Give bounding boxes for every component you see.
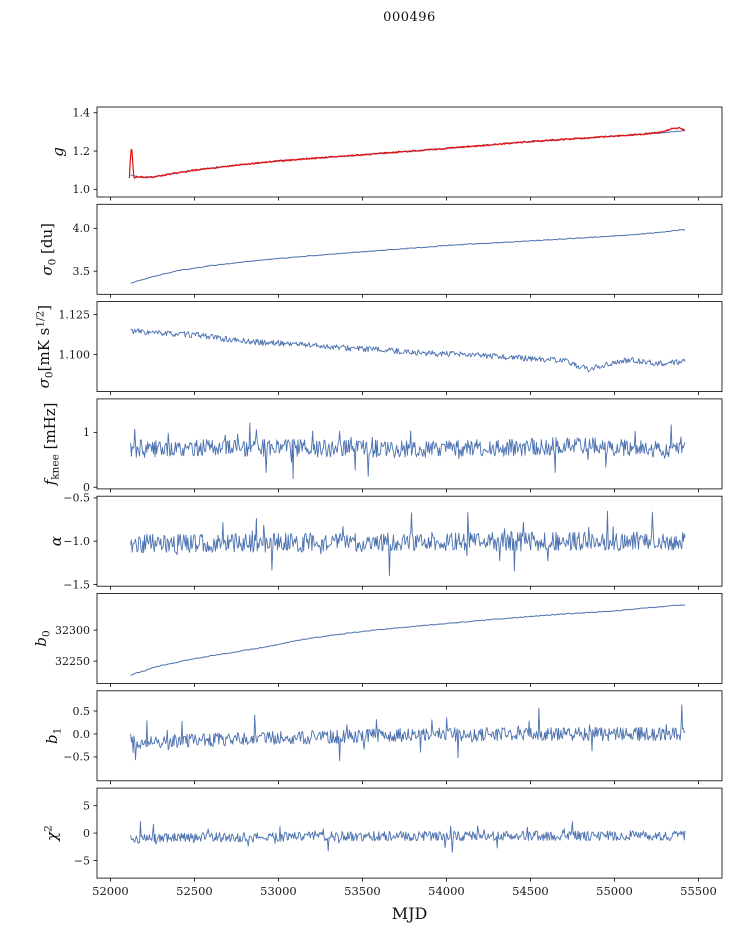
y-tick-label: −0.5 bbox=[63, 751, 90, 764]
series-alpha bbox=[130, 510, 686, 577]
y-tick-label: 5 bbox=[83, 799, 90, 812]
y-tick-label: 0.0 bbox=[73, 728, 91, 741]
y-axis-label-b0: b0 bbox=[32, 630, 53, 646]
subplot-g: 1.0 1.2 1.4 g bbox=[49, 106, 723, 201]
y-tick-label: 1.4 bbox=[73, 107, 91, 120]
axes-frame bbox=[96, 301, 723, 393]
y-axis-label-sigma0-du: σ0 [du] bbox=[38, 223, 59, 276]
y-axis-label-b1: b1 bbox=[43, 728, 64, 744]
series-sigma0-du bbox=[130, 229, 686, 284]
y-tick-label: 3.5 bbox=[73, 265, 91, 278]
series-chi2 bbox=[130, 820, 686, 853]
series-b0 bbox=[130, 604, 686, 676]
y-tick-label: 32300 bbox=[55, 624, 90, 637]
x-tick-label: 55000 bbox=[596, 884, 633, 898]
x-tick-label: 54000 bbox=[428, 884, 465, 898]
subplot-chi2: −5 0 5 χ2 52000 52500 53000 53500 54000 54500 5500… bbox=[43, 787, 723, 923]
figure-title: 000496 bbox=[383, 10, 436, 25]
y-tick-label: 1.2 bbox=[73, 145, 91, 158]
x-tick-label: 52500 bbox=[176, 884, 213, 898]
y-axis-label-sigma0-mk: σ0[mK s1/2] bbox=[35, 305, 56, 388]
y-axis-label-fknee: fknee [mHz] bbox=[41, 402, 62, 486]
y-axis-label-chi2: χ2 bbox=[43, 825, 62, 842]
series-b1 bbox=[130, 704, 686, 762]
axes-frame bbox=[96, 398, 723, 490]
y-tick-label: 0 bbox=[83, 827, 90, 840]
subplot-sigma0-du: 3.5 4.0 σ0 [du] bbox=[38, 203, 723, 298]
series-fknee bbox=[130, 422, 686, 480]
y-tick-label: 1 bbox=[83, 426, 90, 439]
y-tick-label: 1.100 bbox=[59, 348, 91, 361]
y-tick-label: −0.5 bbox=[63, 492, 90, 505]
y-tick-label: 1.0 bbox=[73, 183, 91, 196]
y-tick-label: 32250 bbox=[55, 655, 90, 668]
axes-frame bbox=[96, 203, 723, 295]
y-tick-label: −1.5 bbox=[63, 578, 90, 591]
axes-frame bbox=[96, 106, 723, 198]
y-tick-label: 0.5 bbox=[73, 705, 91, 718]
series-g-fit bbox=[130, 130, 686, 178]
y-axis-label-alpha: α bbox=[47, 536, 65, 546]
subplot-b1: −0.5 0.0 0.5 b1 bbox=[43, 690, 723, 785]
axes-frame bbox=[96, 593, 723, 684]
y-tick-label: 0 bbox=[83, 481, 90, 494]
y-tick-label: 4.0 bbox=[73, 222, 91, 235]
series-g-data bbox=[128, 126, 686, 179]
x-axis-label: MJD bbox=[392, 904, 428, 923]
series-sigma0-mk bbox=[130, 328, 686, 373]
y-axis-label-g: g bbox=[49, 147, 67, 157]
y-tick-label: −5 bbox=[74, 854, 90, 867]
subplot-fknee: 0 1 fknee [mHz] bbox=[41, 398, 723, 494]
x-tick-label: 52000 bbox=[92, 884, 129, 898]
x-tick-label: 55500 bbox=[680, 884, 717, 898]
subplot-alpha: −1.5 −1.0 −0.5 α bbox=[47, 492, 723, 591]
axes-frame bbox=[96, 690, 723, 782]
x-tick-label: 54500 bbox=[512, 884, 549, 898]
y-tick-label: 1.125 bbox=[59, 308, 91, 321]
x-tick-label: 53000 bbox=[260, 884, 297, 898]
y-tick-label: −1.0 bbox=[63, 535, 90, 548]
x-tick-label: 53500 bbox=[344, 884, 381, 898]
